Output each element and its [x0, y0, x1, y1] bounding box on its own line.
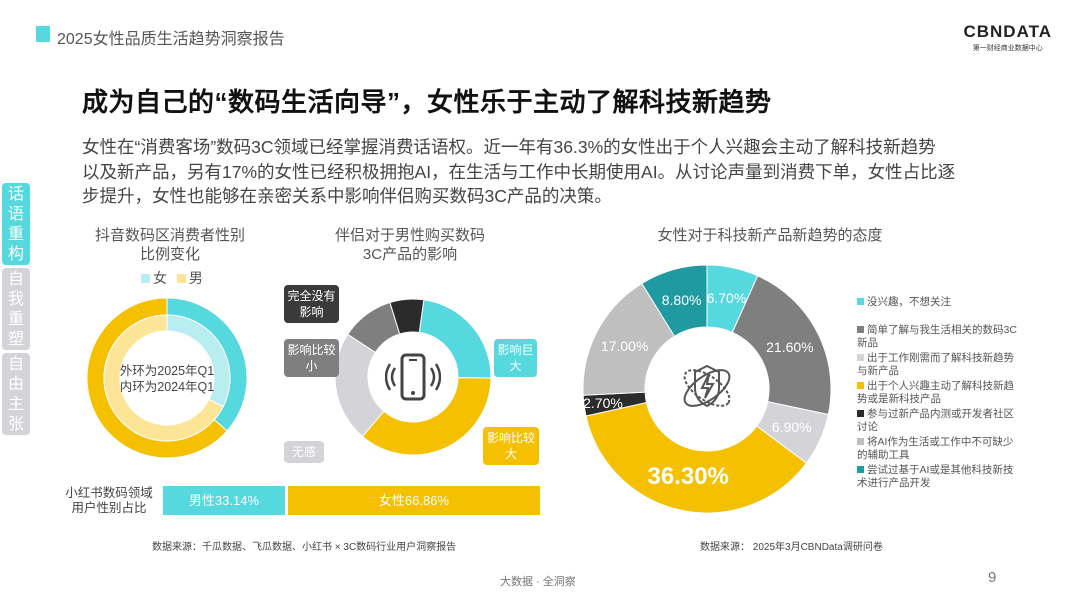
- legend-swatch: [857, 410, 864, 417]
- bar-label: 小红书数码领域 用户性别占比: [65, 486, 153, 515]
- legend-swatch: [857, 466, 864, 473]
- pie-label: 36.30%: [647, 463, 729, 490]
- pie-label: 2.70%: [583, 395, 623, 412]
- legend-label: 简单了解与我生活相关的数码3C: [867, 324, 1017, 336]
- legend-item: 将AI作为生活或工作中不可缺少 的辅助工具: [857, 436, 1057, 462]
- bar-female: 女性66.86%: [287, 486, 540, 515]
- donut-center-text: 外环为2025年Q1 内环为2024年Q1: [119, 364, 215, 394]
- legend-swatch: [857, 382, 864, 389]
- legend-label: 术进行产品开发: [857, 477, 931, 489]
- legend-label: 将AI作为生活或工作中不可缺少: [867, 436, 1014, 448]
- source-left: 数据来源：千瓜数据、飞瓜数据、小红书 × 3C数码行业用户洞察报告: [152, 542, 457, 553]
- legend-label: 讨论: [857, 421, 878, 433]
- influence-slice-4: [389, 298, 425, 335]
- legend-label: 出于个人兴趣主动了解科技新趋: [867, 380, 1014, 392]
- legend-item: 出于个人兴趣主动了解科技新趋 势或是新科技产品: [857, 380, 1057, 406]
- side-tab-discourse[interactable]: 话语重构: [2, 183, 30, 265]
- page-number: 9: [988, 569, 997, 586]
- legend-swatch: [857, 298, 864, 305]
- legend-swatch: [857, 354, 864, 361]
- legend-text: 与新产品: [857, 365, 1057, 378]
- legend-swatch: [857, 438, 864, 445]
- legend-text: 简单了解与我生活相关的数码3C: [857, 324, 1057, 337]
- legend-text: 出于个人兴趣主动了解科技新趋: [857, 380, 1057, 393]
- legend-swatch-male: [176, 274, 186, 283]
- pie-label: 8.80%: [661, 291, 702, 308]
- influence-slice-1: [361, 377, 492, 456]
- vibrating-phone-icon: [384, 350, 442, 406]
- legend-text: 尝试过基于AI或是其他科技新技: [857, 464, 1057, 477]
- cbndata-logo: CBNDATA 第一财经商业数据中心: [963, 22, 1052, 52]
- bar-male: 男性33.14%: [163, 486, 285, 515]
- legend-swatch-female: [141, 274, 150, 283]
- page-title: 成为自己的“数码生活向导”，女性乐于主动了解科技新趋势: [82, 87, 772, 117]
- label-large-impact: 影响比较大: [483, 427, 539, 465]
- pie-label: 6.70%: [706, 290, 747, 307]
- legend-label: 与新产品: [857, 365, 899, 377]
- legend-text: 讨论: [857, 421, 1057, 434]
- legend-label: 没兴趣，不想关注: [867, 296, 951, 308]
- legend-item: 简单了解与我生活相关的数码3C 新品: [857, 324, 1057, 350]
- summary-text: 女性在“消费客场”数码3C领域已经掌握消费话语权。近一年有36.3%的女性出于个…: [82, 137, 956, 206]
- header-accent: [36, 26, 50, 42]
- legend-text: 参与过新产品内测或开发者社区: [857, 408, 1057, 421]
- footer-slogan: 大数据 · 全洞察: [500, 576, 576, 588]
- chart1-legend: 女 男: [141, 268, 203, 288]
- legend-label: 新品: [857, 337, 878, 349]
- side-tab-freedom[interactable]: 自由主张: [2, 353, 30, 435]
- attitude-slice-6: [641, 264, 708, 337]
- inner-ring-slice-1: [103, 314, 224, 442]
- legend-label: 的辅助工具: [857, 449, 910, 461]
- source-right: 数据来源： 2025年3月CBNData调研问卷: [700, 542, 883, 553]
- legend-text: 势或是新科技产品: [857, 393, 1057, 406]
- label-no-impact: 完全没有影响: [284, 285, 339, 323]
- legend-text: 新品: [857, 337, 1057, 350]
- legend-label: 参与过新产品内测或开发者社区: [867, 408, 1014, 420]
- side-tab-self[interactable]: 自我重塑: [2, 268, 30, 350]
- label-no-feeling: 无感: [284, 441, 324, 463]
- pie-label: 21.60%: [766, 338, 814, 355]
- chart2-title: 伴侣对于男性购买数码 3C产品的影响: [334, 227, 485, 263]
- attitude-slice-3: [585, 401, 808, 514]
- chart3-title: 女性对于科技新产品新趋势的态度: [657, 227, 883, 244]
- label-huge-impact: 影响巨大: [494, 339, 537, 377]
- legend-text: 没兴趣，不想关注: [857, 296, 1057, 309]
- legend-text: 出于工作刚需而了解科技新趋势: [857, 352, 1057, 365]
- legend-item: 出于工作刚需而了解科技新趋势 与新产品: [857, 352, 1057, 378]
- pie-label: 17.00%: [600, 337, 649, 354]
- legend-label: 势或是新科技产品: [857, 393, 941, 405]
- legend-text: 术进行产品开发: [857, 477, 1057, 490]
- legend-label: 出于工作刚需而了解科技新趋势: [867, 352, 1014, 364]
- legend-text: 的辅助工具: [857, 449, 1057, 462]
- legend-text: 将AI作为生活或工作中不可缺少: [857, 436, 1057, 449]
- legend-label: 尝试过基于AI或是其他科技新技: [867, 464, 1014, 476]
- pie-label: 6.90%: [771, 419, 812, 436]
- legend-item: 尝试过基于AI或是其他科技新技 术进行产品开发: [857, 464, 1057, 490]
- legend-item: 没兴趣，不想关注: [857, 296, 1057, 309]
- attitude-slice-1: [731, 275, 832, 416]
- label-small-impact: 影响比较小: [284, 339, 339, 377]
- chart1-title: 抖音数码区消费者性别 比例变化: [94, 227, 245, 263]
- report-title: 2025女性品质生活趋势洞察报告: [57, 31, 285, 48]
- legend-swatch: [857, 326, 864, 333]
- atom-lightning-icon: [679, 358, 735, 418]
- legend-item: 参与过新产品内测或开发者社区 讨论: [857, 408, 1057, 434]
